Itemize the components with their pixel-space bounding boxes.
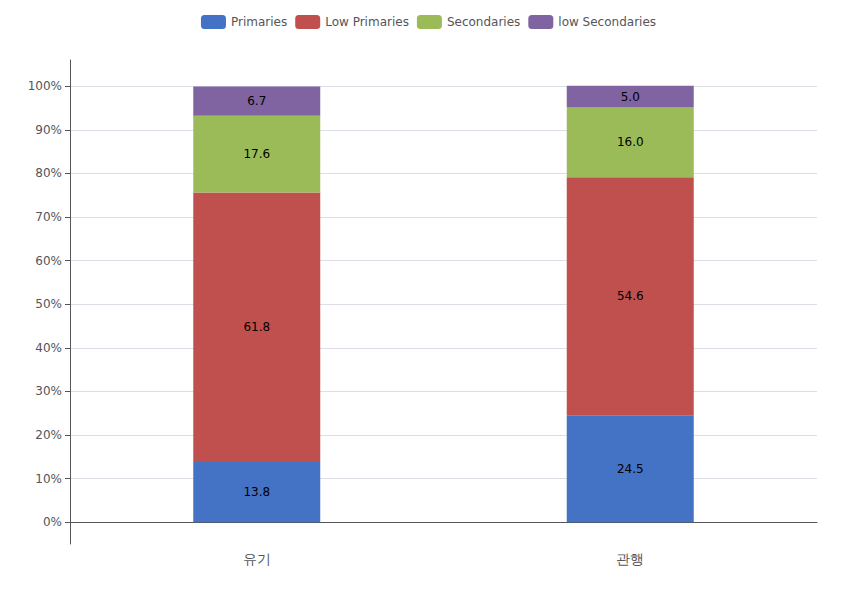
svg-text:40%: 40% [35,341,62,355]
svg-text:90%: 90% [35,123,62,137]
svg-text:13.8: 13.8 [243,485,270,499]
svg-text:Primaries: Primaries [231,15,287,29]
svg-text:low Secondaries: low Secondaries [558,15,656,29]
svg-text:70%: 70% [35,210,62,224]
svg-text:관행: 관행 [616,551,644,567]
svg-text:0%: 0% [43,515,62,529]
svg-text:20%: 20% [35,428,62,442]
svg-text:61.8: 61.8 [243,320,270,334]
svg-text:24.5: 24.5 [617,462,644,476]
svg-text:6.7: 6.7 [247,94,266,108]
svg-text:60%: 60% [35,254,62,268]
svg-text:30%: 30% [35,384,62,398]
svg-text:17.6: 17.6 [243,147,270,161]
svg-text:50%: 50% [35,297,62,311]
svg-text:16.0: 16.0 [617,135,644,149]
svg-text:100%: 100% [28,79,62,93]
svg-text:유기: 유기 [243,551,271,567]
svg-text:54.6: 54.6 [617,289,644,303]
svg-text:10%: 10% [35,472,62,486]
svg-text:Secondaries: Secondaries [447,15,520,29]
svg-text:5.0: 5.0 [621,90,640,104]
svg-text:Low Primaries: Low Primaries [325,15,409,29]
svg-text:80%: 80% [35,166,62,180]
